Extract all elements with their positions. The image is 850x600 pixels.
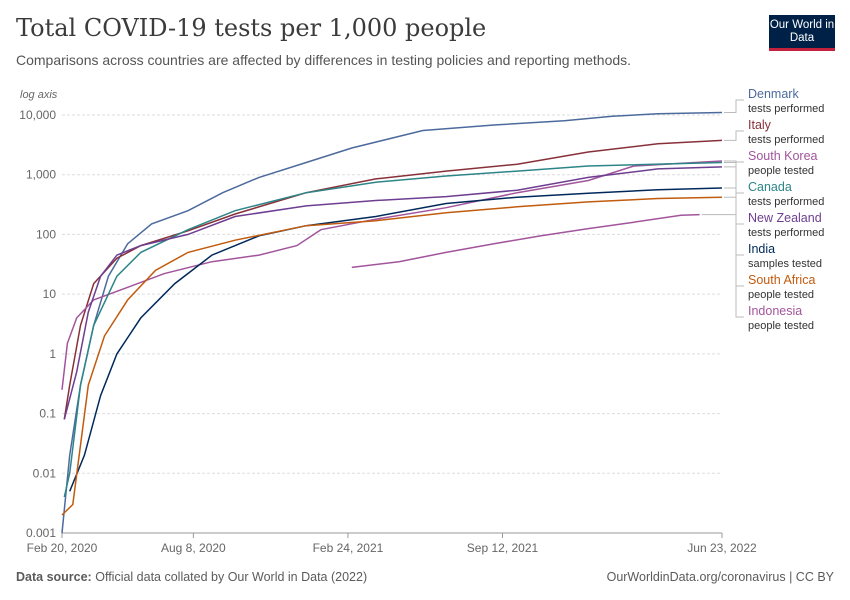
x-axis-ticks: Feb 20, 2020 Aug 8, 2020 Feb 24, 2021 Sep 1… xyxy=(27,532,757,555)
line-chart: 0.001 0.01 0.1 1 10 100 1,000 10,000 Feb 20, 20… xyxy=(19,87,824,555)
series-line-italy[interactable] xyxy=(63,139,723,420)
legend-sublabel: tests performed xyxy=(748,196,824,208)
footer-source: Data source: Official data collated by O… xyxy=(16,570,367,584)
legend-connector xyxy=(724,166,744,225)
legend: Denmark tests performed Italy tests perform… xyxy=(701,87,824,332)
y-tick-label: 10 xyxy=(43,287,57,301)
y-tick-label: 0.001 xyxy=(26,526,56,540)
source-label: Data source: xyxy=(16,570,92,584)
legend-connector xyxy=(724,99,744,114)
series-line-india[interactable] xyxy=(69,187,723,492)
series-lines xyxy=(61,111,723,534)
series-line-new-zealand[interactable] xyxy=(63,166,723,420)
y-axis-ticks: 0.001 0.01 0.1 1 10 100 1,000 10,000 xyxy=(19,108,56,540)
x-tick-label: Aug 8, 2020 xyxy=(161,541,226,555)
legend-connector xyxy=(701,214,744,318)
x-tick-label: Sep 12, 2021 xyxy=(467,541,539,555)
x-tick-label: Feb 24, 2021 xyxy=(313,541,384,555)
legend-connector xyxy=(724,196,744,287)
y-tick-label: 100 xyxy=(36,227,56,241)
y-tick-label: 1,000 xyxy=(26,168,56,182)
legend-sublabel: tests performed xyxy=(748,134,824,146)
legend-label[interactable]: South Korea xyxy=(748,149,818,163)
source-text: Official data collated by Our World in D… xyxy=(95,570,368,584)
legend-sublabel: tests performed xyxy=(748,103,824,115)
y-tick-label: 10,000 xyxy=(19,108,56,122)
legend-connector xyxy=(724,160,744,163)
legend-label[interactable]: Canada xyxy=(748,180,792,194)
legend-label[interactable]: India xyxy=(748,242,775,256)
legend-sublabel: people tested xyxy=(748,320,814,332)
y-tick-label: 0.1 xyxy=(39,407,56,421)
series-line-south-korea[interactable] xyxy=(61,160,723,390)
chart-title: Total COVID-19 tests per 1,000 people xyxy=(16,14,487,42)
legend-sublabel: samples tested xyxy=(748,258,822,270)
series-line-south-africa[interactable] xyxy=(61,196,723,516)
legend-sublabel: people tested xyxy=(748,165,814,177)
y-tick-label: 1 xyxy=(49,347,56,361)
legend-sublabel: tests performed xyxy=(748,227,824,239)
y-tick-label: 0.01 xyxy=(33,466,57,480)
x-tick-label: Feb 20, 2020 xyxy=(27,541,98,555)
footer-credit[interactable]: OurWorldinData.org/coronavirus | CC BY xyxy=(606,570,834,584)
owid-logo[interactable]: Our World in Data xyxy=(769,15,835,51)
legend-connector xyxy=(724,130,744,141)
legend-label[interactable]: Italy xyxy=(748,118,772,132)
legend-label[interactable]: Denmark xyxy=(748,87,799,101)
legend-label[interactable]: New Zealand xyxy=(748,211,822,225)
x-tick-label: Jun 23, 2022 xyxy=(687,541,757,555)
legend-sublabel: people tested xyxy=(748,289,814,301)
legend-label[interactable]: Indonesia xyxy=(748,304,802,318)
series-line-indonesia[interactable] xyxy=(351,213,700,269)
series-line-canada[interactable] xyxy=(63,161,723,498)
series-line-denmark[interactable] xyxy=(61,111,723,534)
chart-subtitle: Comparisons across countries are affecte… xyxy=(16,52,632,68)
legend-connector xyxy=(724,187,744,256)
y-axis-note: log axis xyxy=(20,89,58,101)
legend-label[interactable]: South Africa xyxy=(748,273,815,287)
